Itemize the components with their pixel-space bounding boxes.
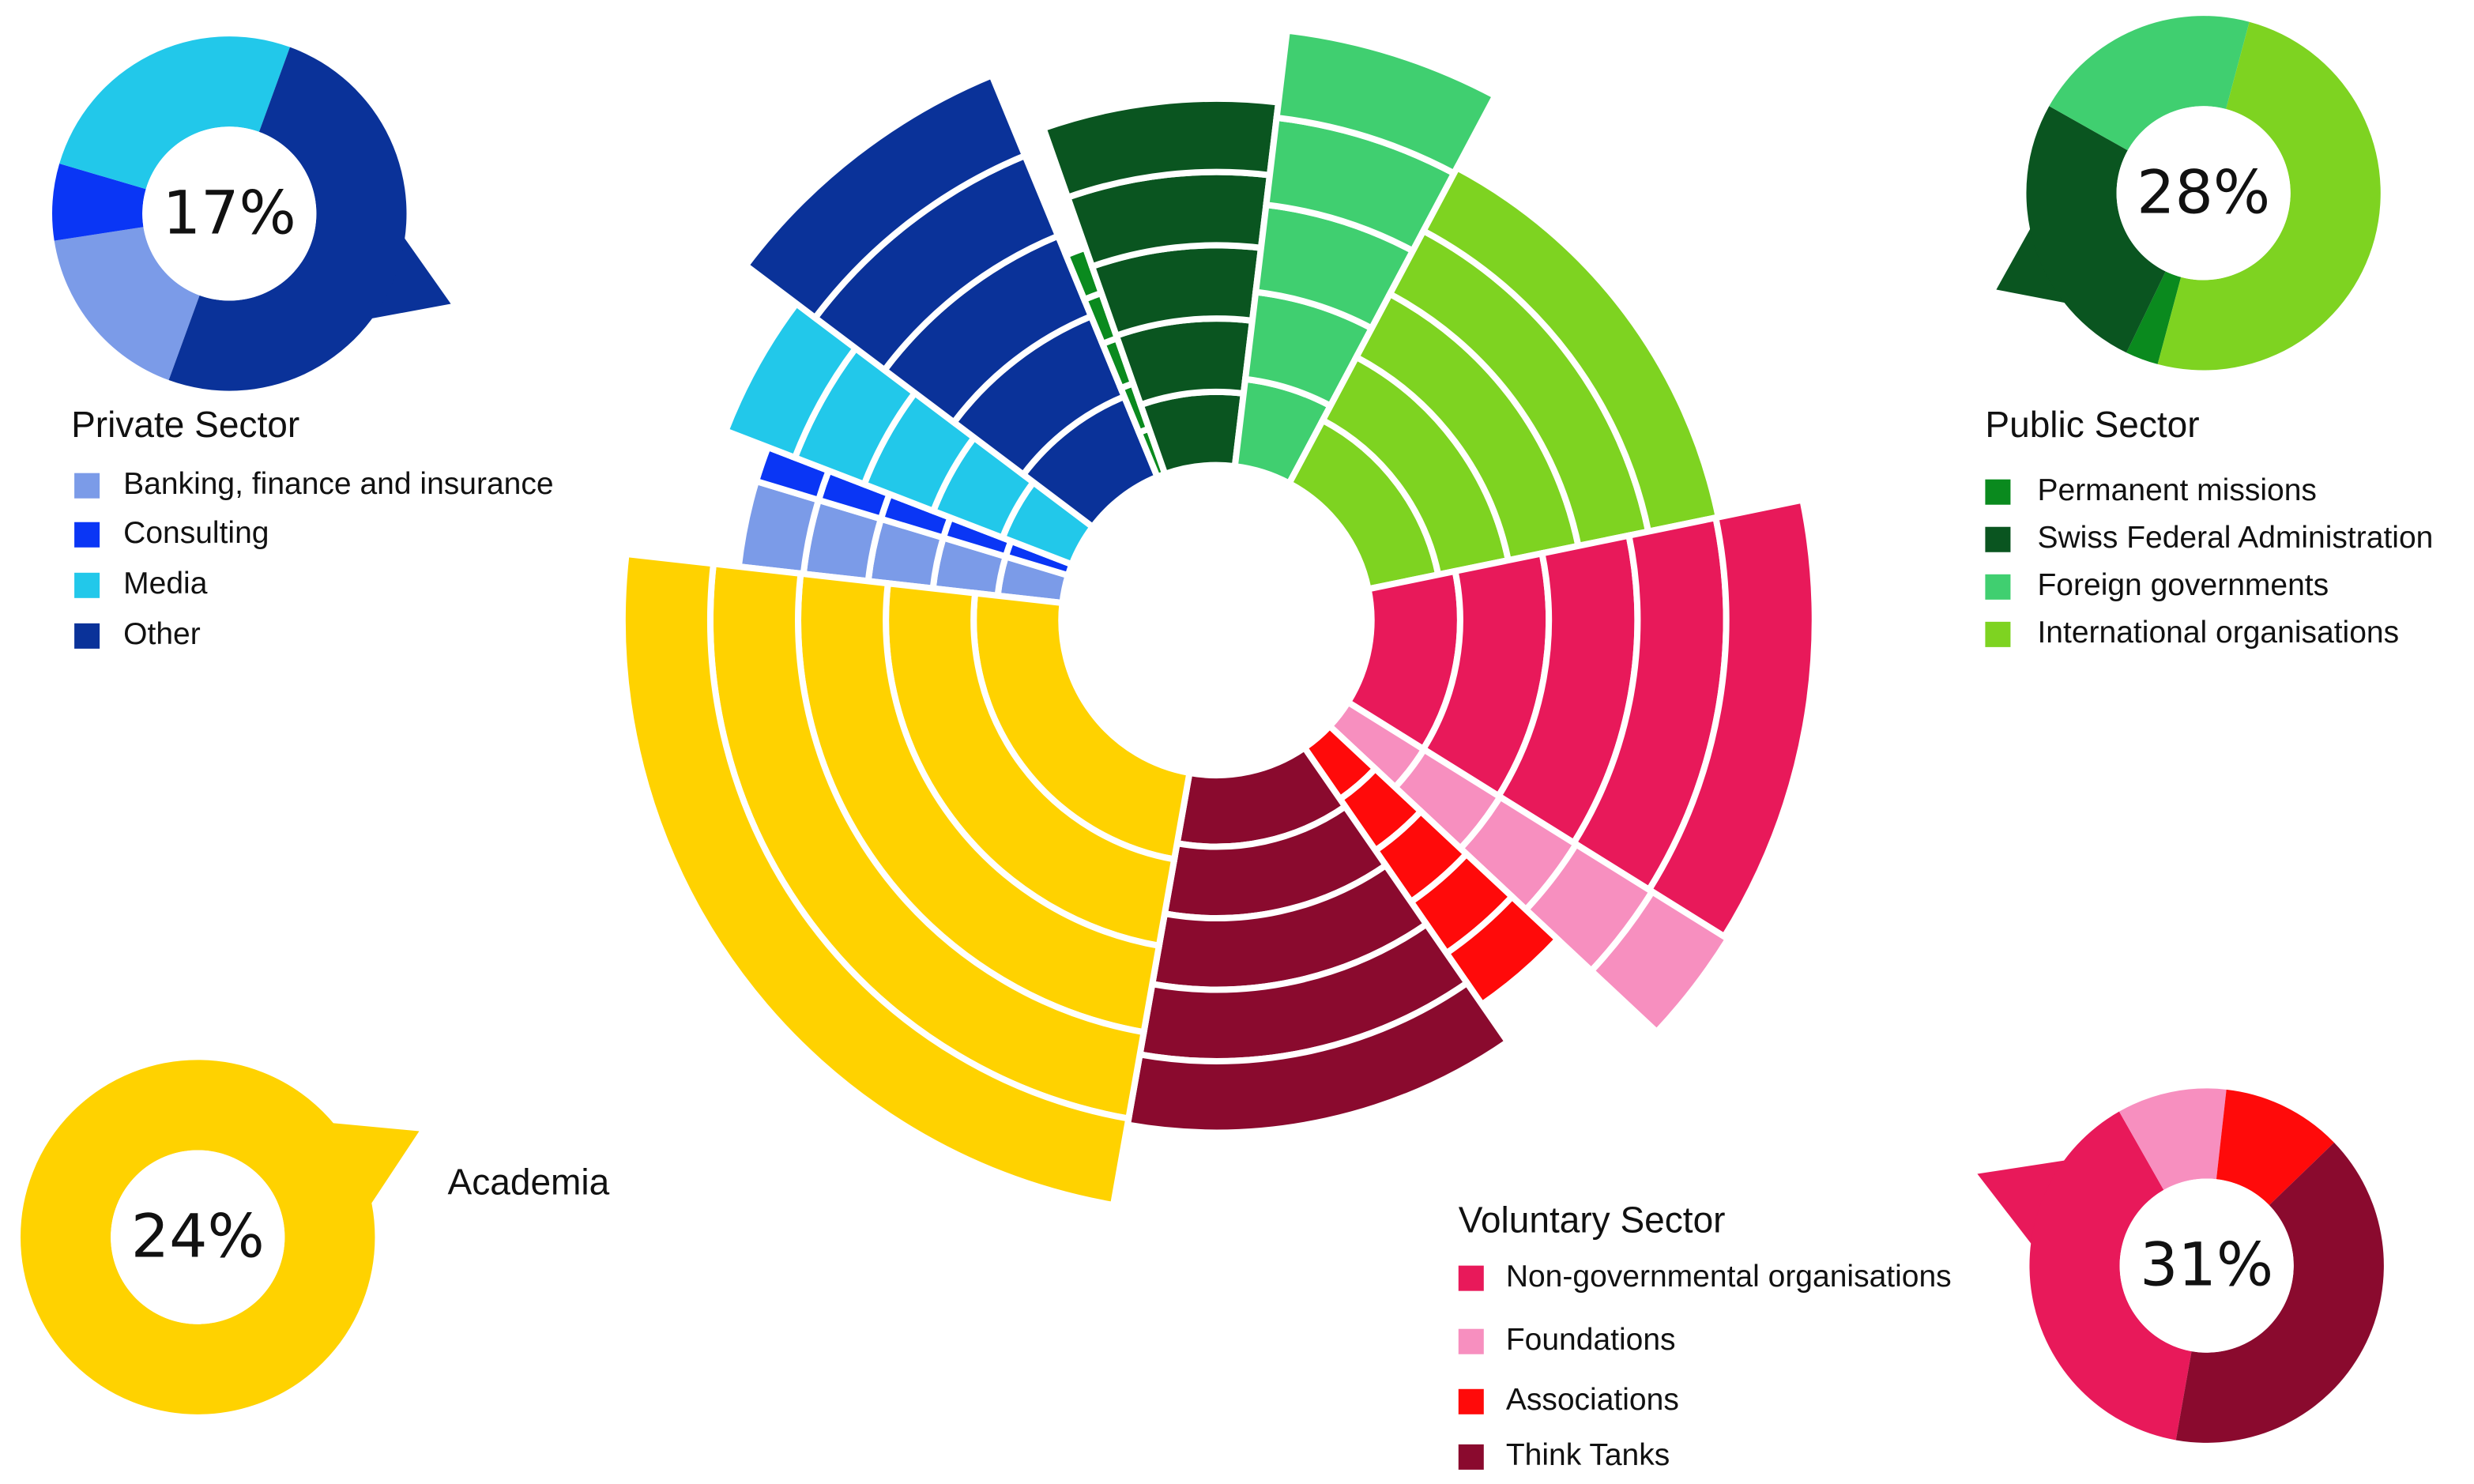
donut-segment [2175, 1142, 2384, 1443]
legend-label: Associations [1506, 1383, 1679, 1417]
radial-band [1273, 27, 1500, 178]
radial-band [1587, 887, 1733, 1037]
legend-label: Non-governmental organisations [1506, 1260, 1952, 1294]
sector-title: Private Sector [71, 404, 299, 445]
radial-band [741, 71, 1030, 322]
radial-band [619, 550, 1132, 1209]
donut-segment [2118, 1088, 2227, 1190]
legend-swatch [1458, 1328, 1484, 1354]
legend-swatch [1985, 574, 2011, 600]
share-label: 24% [131, 1201, 265, 1271]
donut-hole [142, 126, 317, 301]
legend-label: Think Tanks [1506, 1438, 1670, 1472]
share-label: 17% [163, 177, 296, 247]
donut-segment [2026, 106, 2166, 353]
donut-hole [2116, 106, 2291, 281]
donut-ring [21, 1060, 375, 1414]
legend-label: Other [123, 617, 201, 651]
share-label: 28% [2137, 156, 2270, 227]
donut-hole [111, 1150, 285, 1324]
legend-label: International organisations [2037, 616, 2399, 650]
donut-segment [2157, 21, 2381, 371]
donut-segment [168, 47, 407, 391]
donut-segment [2216, 1089, 2334, 1206]
legend-label: Banking, finance and insurance [123, 467, 553, 501]
sector-group [619, 550, 1194, 1209]
share-label: 31% [2140, 1230, 2273, 1300]
legend-label: Permanent missions [2037, 473, 2316, 507]
donut-hole [2119, 1178, 2294, 1353]
legend-label: Foundations [1506, 1323, 1676, 1357]
legend-swatch [74, 473, 100, 499]
legend-swatch [1985, 621, 2011, 647]
sector-title: Public Sector [1985, 404, 2199, 445]
legend-label: Consulting [123, 516, 269, 550]
donut-segment [59, 36, 290, 190]
donut-segment [2126, 271, 2182, 364]
legend-label: Foreign governments [2037, 568, 2329, 602]
legend-swatch [74, 572, 100, 598]
legend-swatch [1458, 1265, 1484, 1291]
donut-segment [54, 227, 200, 381]
legend-swatch [1985, 479, 2011, 505]
legend-label: Media [123, 567, 208, 601]
legend-swatch [74, 522, 100, 548]
donut-segment [2029, 1111, 2192, 1441]
legend-swatch [1985, 526, 2011, 552]
legend-label: Swiss Federal Administration [2037, 521, 2433, 555]
legend-swatch [1458, 1388, 1484, 1414]
sector-group [721, 71, 1162, 607]
sector-title: Voluntary Sector [1459, 1200, 1726, 1241]
legend-swatch [74, 623, 100, 649]
sector-group [1124, 495, 1818, 1136]
donut-segment [52, 164, 146, 241]
sector-group [1039, 27, 1723, 593]
sector-title: Academia [448, 1162, 610, 1203]
donut-segment [2049, 16, 2250, 151]
legend-swatch [1458, 1444, 1484, 1470]
